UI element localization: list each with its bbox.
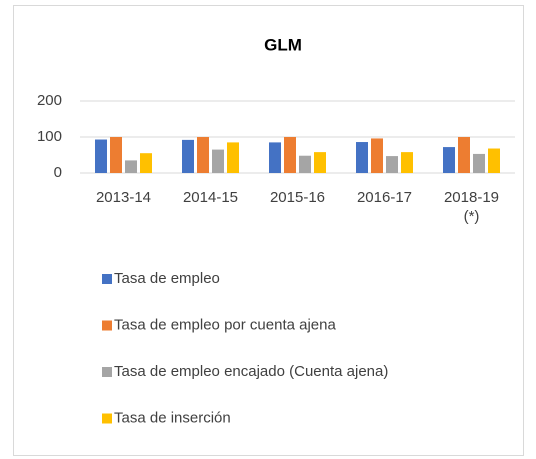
x-tick-label: 2015-16 [269,189,326,206]
x-tick-label: 2016-17 [356,189,413,206]
legend-swatch [102,274,112,284]
bar [125,160,137,173]
bar [284,137,296,173]
bar [356,142,368,173]
bar [443,147,455,173]
legend-swatch [102,367,112,377]
bar [140,153,152,173]
legend-swatch [102,320,112,331]
legend-swatch [102,413,112,424]
legend-label: Tasa de inserción [114,409,231,426]
bar [401,152,413,173]
x-tick-label: 2014-15 [182,189,239,206]
bar [197,137,209,173]
bar [212,149,224,173]
chart-title: GLM [264,35,302,54]
bar [182,139,194,173]
legend-label: Tasa de empleo por cuenta ajena [114,316,336,333]
bar [110,137,122,173]
bar [314,152,326,173]
bar [95,139,107,173]
x-tick-label: 2018-19 (*) [443,189,500,225]
bar [473,153,485,173]
bar [458,137,470,173]
bar [386,156,398,173]
legend-label: Tasa de empleo encajado (Cuenta ajena) [114,363,388,380]
bar [269,142,281,173]
y-tick-label: 100 [37,128,62,145]
bar [371,138,383,173]
y-tick-label: 200 [37,92,62,109]
bar [299,155,311,173]
y-tick-label: 0 [54,164,62,181]
legend-label: Tasa de empleo [114,270,220,287]
chart-border [13,5,524,456]
bar [227,142,239,173]
bar [488,148,500,173]
x-tick-label: 2013-14 [95,189,152,206]
